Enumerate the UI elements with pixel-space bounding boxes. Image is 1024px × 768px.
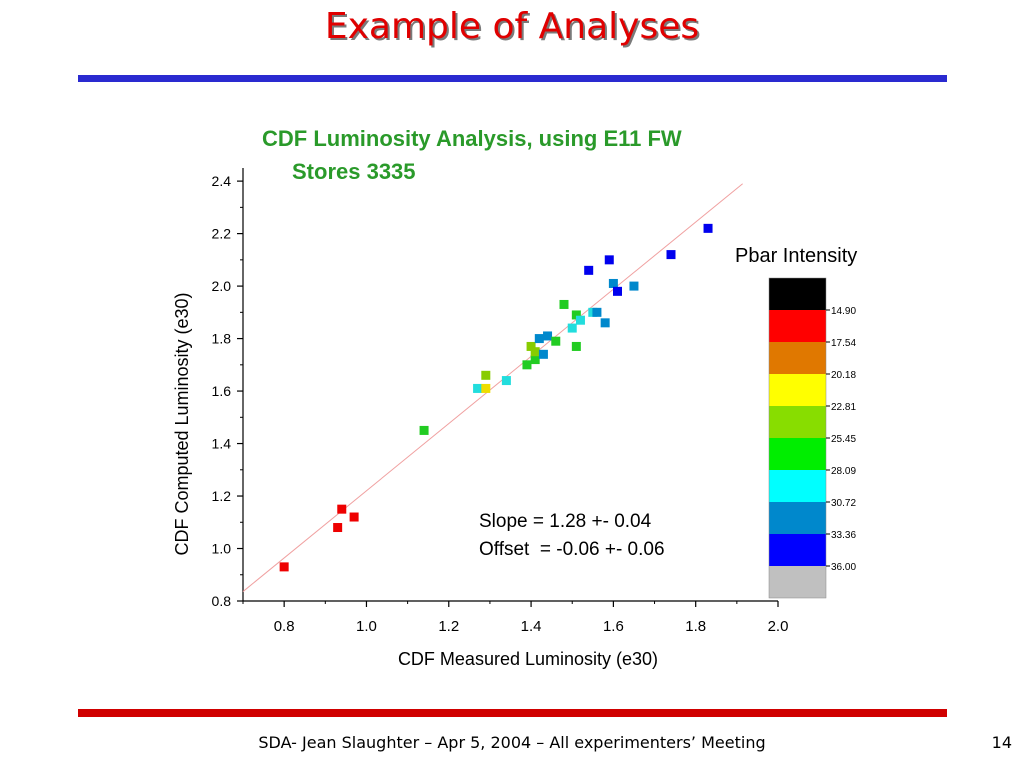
data-point — [567, 323, 577, 333]
colorbar-segment — [769, 470, 826, 502]
data-point — [501, 376, 511, 386]
data-points — [279, 223, 713, 572]
x-axis-label: CDF Measured Luminosity (e30) — [398, 649, 658, 669]
annotation-slope: Slope = 1.28 +- 0.04 — [479, 511, 652, 532]
data-point — [571, 341, 581, 351]
x-tick-label: 1.0 — [356, 618, 377, 635]
data-point — [530, 355, 540, 365]
data-point — [666, 250, 676, 260]
y-tick-label: 1.0 — [212, 541, 232, 557]
y-tick-label: 1.2 — [212, 488, 232, 504]
colorbar-segment — [769, 438, 826, 470]
y-tick-label: 0.8 — [212, 593, 232, 609]
colorbar-segment — [769, 534, 826, 566]
chart-title-line-1: CDF Luminosity Analysis, using E11 FW — [262, 126, 682, 151]
data-point — [629, 281, 639, 291]
data-point — [608, 278, 618, 288]
data-point — [333, 523, 343, 533]
data-point — [543, 331, 553, 341]
fit-line-group — [242, 183, 743, 592]
colorbar-label: 22.81 — [831, 402, 856, 413]
colorbar-segment — [769, 374, 826, 406]
colorbar-segment — [769, 310, 826, 342]
annotation-offset: Offset = -0.06 +- 0.06 — [479, 539, 665, 560]
x-tick-label: 1.6 — [603, 618, 624, 635]
data-point — [613, 286, 622, 296]
colorbar-label: 36.00 — [831, 562, 856, 573]
data-point — [522, 360, 532, 370]
data-point — [530, 347, 540, 357]
colorbar-label: 28.09 — [831, 466, 856, 477]
data-point — [473, 383, 483, 393]
colorbar-title: Pbar Intensity — [735, 245, 857, 267]
data-point — [481, 383, 491, 393]
y-tick-label: 1.6 — [212, 383, 232, 399]
colorbar-label: 14.90 — [831, 306, 856, 317]
data-point — [551, 336, 561, 346]
data-point — [571, 310, 581, 320]
data-point — [419, 425, 429, 435]
data-point — [703, 223, 713, 233]
x-tick-label: 1.8 — [685, 618, 706, 635]
y-axis-label: CDF Computed Luminosity (e30) — [172, 292, 192, 555]
data-point — [279, 562, 289, 572]
colorbar-label: 30.72 — [831, 498, 856, 509]
colorbar-segment — [769, 278, 826, 310]
data-point — [575, 315, 585, 325]
data-point — [337, 504, 347, 514]
data-point — [481, 370, 491, 380]
x-tick-label: 2.0 — [768, 618, 789, 635]
x-tick-label: 0.8 — [274, 618, 295, 635]
colorbar-segment — [769, 566, 826, 598]
chart-title-line-2: Stores 3335 — [292, 159, 416, 184]
y-tick-label: 2.2 — [212, 226, 232, 242]
colorbar-label: 33.36 — [831, 530, 856, 541]
colorbar-segment — [769, 342, 826, 374]
y-tick-label: 1.4 — [212, 436, 232, 452]
colorbar: 14.90 17.54 20.18 22.81 25.45 28.09 30.72 33.36… — [768, 277, 856, 599]
x-tick-label: 1.2 — [438, 618, 459, 635]
data-point — [592, 307, 602, 317]
colorbar-label: 17.54 — [831, 338, 856, 349]
x-tick-label: 1.4 — [521, 618, 542, 635]
top-divider — [78, 75, 947, 82]
y-tick-label: 2.0 — [212, 278, 232, 294]
page-number: 14 — [991, 733, 1012, 752]
bottom-divider — [78, 709, 947, 717]
data-point — [584, 265, 594, 275]
colorbar-segment — [769, 502, 826, 534]
fit-line — [242, 183, 743, 592]
slide-title: Example of Analyses — [324, 6, 700, 47]
data-point — [604, 255, 614, 265]
y-tick-label: 1.8 — [212, 331, 232, 347]
colorbar-segment — [769, 406, 826, 438]
data-point — [349, 512, 359, 522]
data-point — [538, 349, 548, 359]
y-tick-label: 2.4 — [212, 173, 232, 189]
data-point — [526, 341, 536, 351]
data-point — [559, 299, 569, 309]
colorbar-label: 25.45 — [831, 434, 856, 445]
data-point — [534, 334, 544, 344]
data-point — [600, 318, 610, 328]
slide-footer: SDA- Jean Slaughter – Apr 5, 2004 – All … — [258, 733, 766, 752]
colorbar-label: 20.18 — [831, 370, 856, 381]
axes: 0.8 1.0 1.2 1.4 1.6 1.8 2.0 0.8 1.0 1.2 1.4 1.6 1.8 2… — [212, 168, 789, 635]
